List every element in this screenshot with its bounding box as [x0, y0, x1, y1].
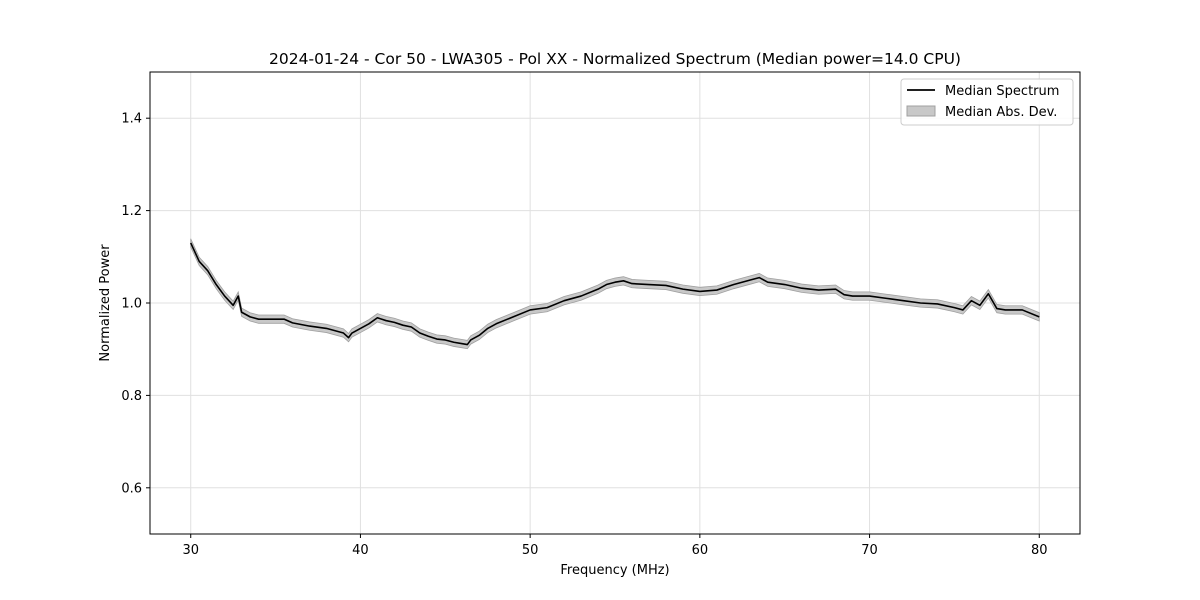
x-tick-label: 40	[352, 543, 369, 558]
mad-band	[190, 238, 1040, 350]
y-tick-label: 0.8	[121, 389, 142, 404]
y-tick-label: 1.0	[121, 297, 142, 312]
y-tick-label: 1.4	[121, 112, 142, 127]
median-line-layer	[190, 242, 1040, 346]
x-tick-label: 60	[692, 543, 709, 558]
legend-label-median-spectrum: Median Spectrum	[945, 84, 1059, 99]
y-ticks: 0.6 0.8 1.0 1.2 1.4	[121, 112, 150, 496]
mad-band-layer	[190, 238, 1040, 350]
chart-title: 2024-01-24 - Cor 50 - LWA305 - Pol XX - …	[269, 50, 961, 68]
x-tick-label: 80	[1031, 543, 1048, 558]
x-tick-label: 50	[522, 543, 539, 558]
legend-box	[900, 78, 1074, 126]
x-tick-label: 70	[861, 543, 878, 558]
x-ticks: 30 40 50 60 70 80	[182, 534, 1048, 558]
median-spectrum-line	[190, 242, 1040, 346]
legend-band-swatch	[906, 105, 936, 117]
legend: Median Spectrum Median Abs. Dev.	[900, 78, 1074, 126]
y-tick-label: 1.2	[121, 204, 142, 219]
legend-label-median-abs-dev: Median Abs. Dev.	[945, 105, 1057, 120]
y-axis-label: Normalized Power	[98, 244, 113, 362]
x-tick-label: 30	[182, 543, 199, 558]
y-tick-label: 0.6	[121, 481, 142, 496]
x-axis-label: Frequency (MHz)	[560, 563, 669, 578]
